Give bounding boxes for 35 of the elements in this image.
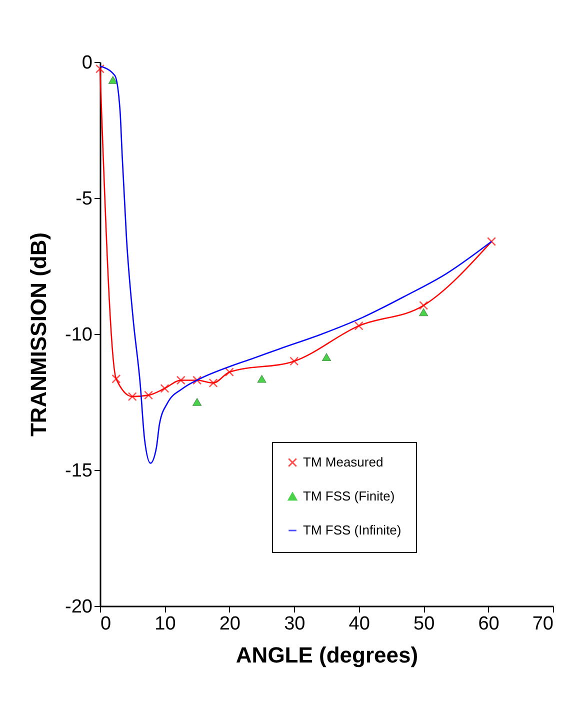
y-tick-label: -10: [65, 324, 92, 346]
point: [290, 356, 299, 366]
legend-label: TM FSS (Finite): [303, 488, 395, 504]
x-tick-label: 30: [284, 614, 306, 634]
point: [419, 308, 428, 316]
point: [257, 374, 266, 383]
y-tick-label: -15: [65, 460, 92, 482]
y-axis-title: TRANMISSION (dB): [26, 232, 52, 437]
point: [160, 384, 170, 393]
point: [487, 236, 496, 246]
x-tick-label: 60: [478, 614, 500, 634]
point: [144, 390, 154, 400]
point: [108, 76, 118, 84]
x-tick-label: 70: [532, 614, 554, 634]
legend-label: TM Measured: [303, 454, 384, 470]
point: [128, 392, 137, 402]
point: [224, 368, 234, 377]
legend-label: TM FSS (Infinite): [303, 522, 402, 538]
x-tick-label: 50: [414, 614, 435, 634]
point: [192, 398, 202, 406]
x-tick-label: 20: [219, 614, 240, 634]
x-tick-label: 0: [100, 614, 112, 634]
point: [176, 376, 186, 385]
point: [192, 376, 202, 385]
y-tick-label: 0: [82, 52, 92, 74]
point: [112, 374, 121, 384]
point: [354, 321, 364, 330]
x-tick-label: 40: [348, 614, 370, 634]
point: [208, 378, 218, 388]
y-tick-label: -20: [65, 596, 92, 618]
point: [322, 353, 331, 362]
x-axis-title: ANGLE (degrees): [236, 642, 418, 668]
x-tick-label: 10: [154, 614, 176, 634]
y-tick-label: -5: [76, 188, 92, 210]
point: [419, 300, 428, 310]
